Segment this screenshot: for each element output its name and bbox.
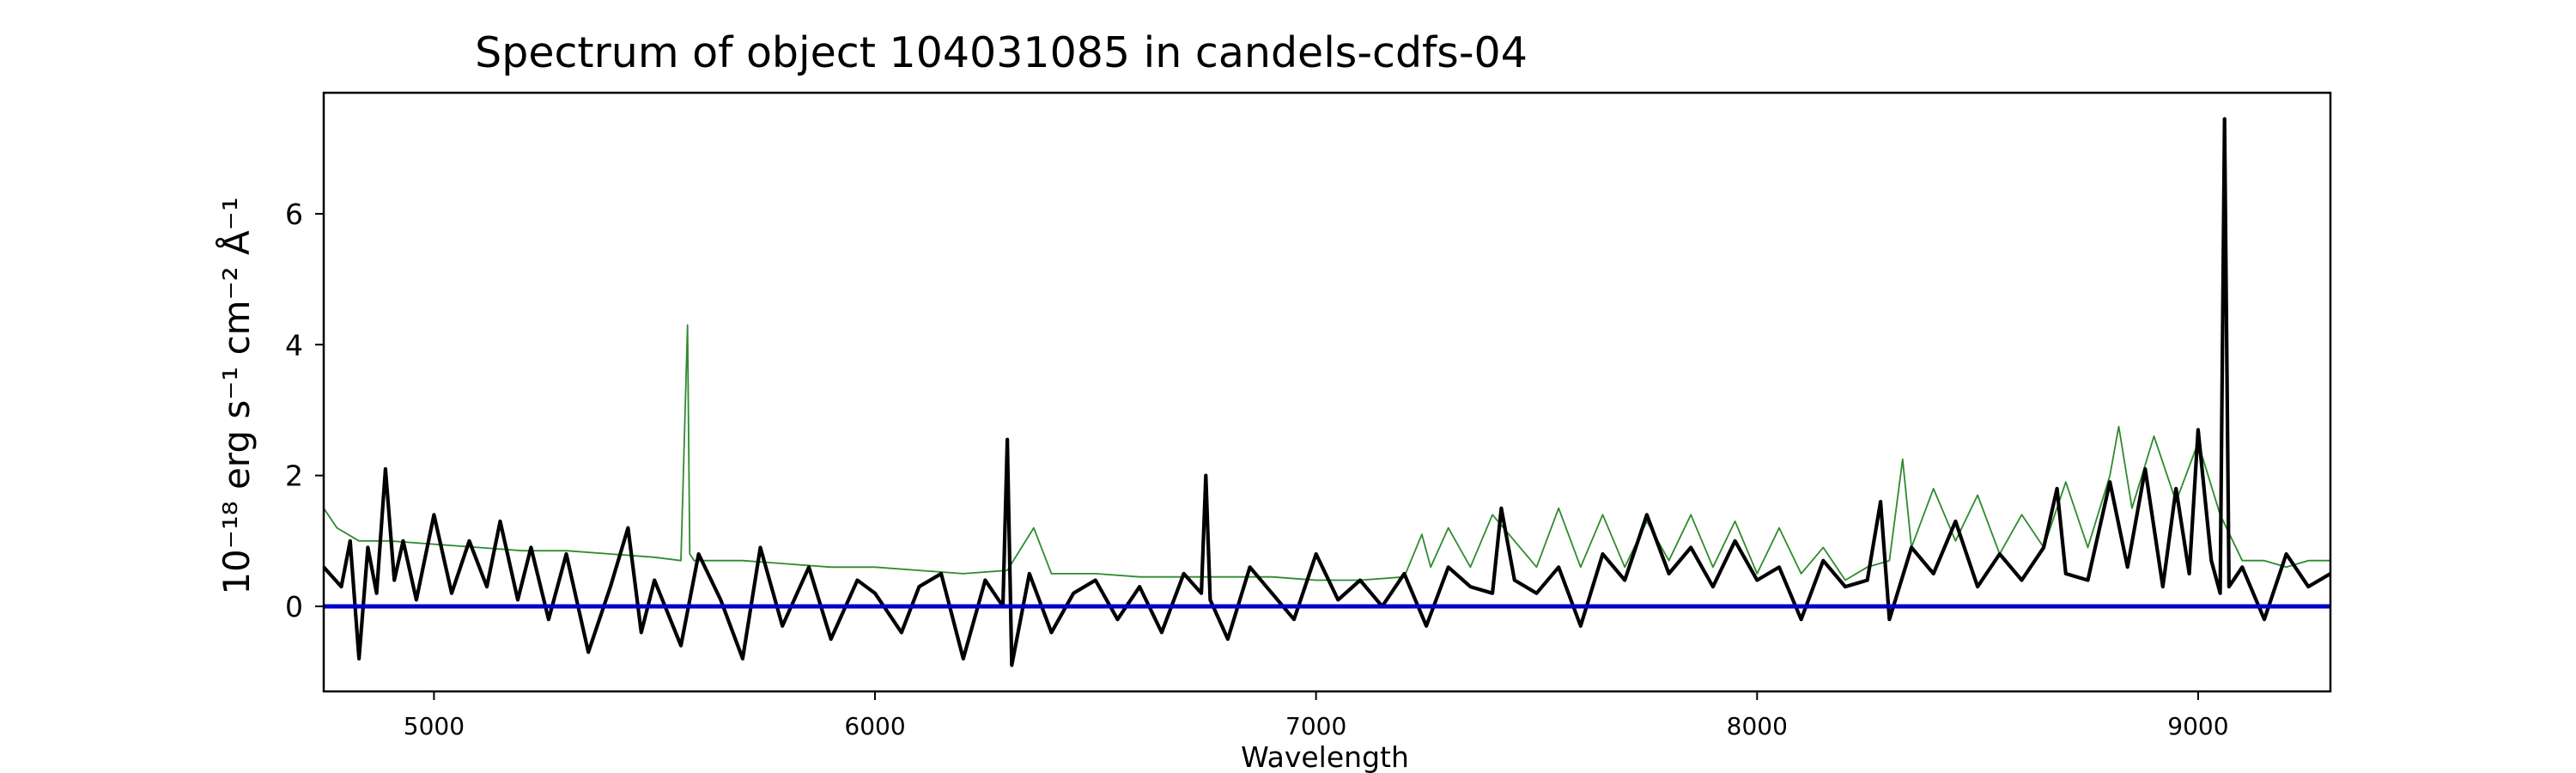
flux-series-line [322, 117, 2332, 667]
x-axis-label: Wavelength [1241, 740, 1409, 773]
chart-title: Spectrum of object 104031085 in candels-… [475, 28, 1528, 77]
x-tick-label: 6000 [844, 712, 905, 740]
plot-area [322, 117, 2332, 667]
error-series-line [323, 324, 2330, 581]
y-tick-label: 4 [285, 328, 303, 362]
plot-frame [322, 91, 2332, 693]
x-axis: 5000 6000 7000 8000 9000 [404, 691, 2229, 740]
x-tick-label: 5000 [404, 712, 465, 740]
x-tick-label: 8000 [1727, 712, 1788, 740]
x-tick-label: 9000 [2167, 712, 2228, 740]
y-tick-label: 2 [285, 460, 303, 493]
y-tick-label: 6 [285, 198, 303, 231]
y-axis: 0 2 4 6 [285, 198, 324, 624]
y-axis-label: 10⁻¹⁸ erg s⁻¹ cm⁻² Å⁻¹ [215, 197, 258, 594]
x-tick-label: 7000 [1285, 712, 1346, 740]
y-tick-label: 0 [285, 590, 303, 624]
